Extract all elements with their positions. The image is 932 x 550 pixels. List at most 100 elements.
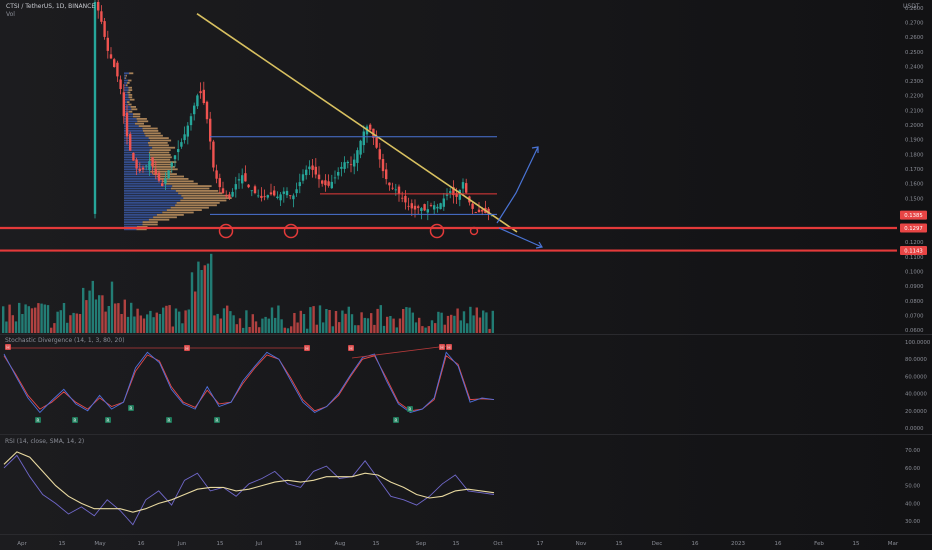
profile-bar (136, 228, 147, 231)
time-axis-label: Sep (416, 541, 427, 547)
volume-bar (82, 287, 85, 333)
candle-body (420, 208, 423, 211)
profile-bar (127, 91, 131, 94)
hidden-divergence-marker (5, 344, 11, 350)
candle-body (154, 169, 157, 175)
volume-bar (456, 308, 459, 333)
volume-bar (219, 318, 222, 333)
candle-body (289, 195, 292, 197)
volume-bar (232, 315, 235, 333)
volume-bar (210, 253, 213, 333)
price-tick-label: 0.0700 (905, 313, 924, 319)
candle-body (196, 95, 199, 107)
candle-body (375, 137, 378, 148)
volume-bar (5, 321, 8, 333)
regular-divergence-marker (214, 417, 220, 423)
price-tick-label: 0.1000 (905, 269, 924, 275)
drawings[interactable] (0, 13, 897, 252)
stoch-legend[interactable]: Stochastic Divergence (14, 1, 3, 80, 20) (5, 337, 125, 344)
candle-body (225, 195, 228, 197)
volume-bar (462, 311, 466, 333)
candle-body (157, 172, 161, 181)
profile-bar (157, 175, 184, 178)
time-axis-label: 18 (295, 541, 302, 547)
regular-divergence-marker (166, 417, 172, 423)
volume-bar (133, 316, 136, 333)
volume-bar (174, 308, 178, 333)
candle-body (138, 168, 141, 171)
support-touch-circle (469, 226, 479, 236)
candle-body (279, 194, 282, 201)
time-axis-label: 2023 (731, 541, 745, 547)
candle-body (333, 177, 337, 179)
volume-bar (299, 310, 302, 333)
volume-bar (325, 309, 328, 333)
profile-bar (148, 144, 169, 147)
stoch-tick-label: 40.0000 (905, 392, 928, 398)
profile-bar (124, 149, 150, 151)
volume-bar (155, 312, 158, 333)
volume-bar (427, 326, 430, 333)
hidden-divergence-marker (446, 344, 452, 350)
profile-bar (128, 96, 133, 99)
candle-body (327, 181, 330, 186)
candle-body (388, 182, 391, 186)
profile-bar (152, 166, 175, 168)
profile-bar (124, 228, 137, 231)
profile-bar (124, 146, 153, 149)
volume-bar (472, 315, 475, 333)
profile-bar (124, 108, 132, 111)
volume-bar (11, 315, 14, 333)
candle-body (193, 105, 196, 115)
volume-bar (331, 326, 334, 333)
profile-bar (172, 185, 212, 187)
symbol-legend[interactable]: CTSI / TetherUS, 1D, BINANCE (6, 3, 95, 10)
volume-bar (434, 323, 437, 333)
candle-body (253, 186, 257, 194)
volume-bar (414, 322, 418, 333)
profile-bar (175, 204, 217, 207)
volume-bar (216, 313, 219, 333)
profile-bar (145, 134, 163, 137)
volume-bar (126, 316, 130, 333)
volume-bar (187, 309, 190, 333)
candle-body (231, 191, 234, 197)
time-axis-label: 16 (775, 541, 782, 547)
stoch-title: Stochastic Divergence (14, 1, 3, 80, 20) (5, 337, 125, 344)
candle-body (215, 170, 218, 179)
candle-body (445, 194, 449, 196)
time-axis-label: Jul (255, 541, 263, 547)
support-price-tag-2-bg (900, 246, 927, 255)
profile-bar (124, 120, 138, 123)
profile-bar (148, 151, 170, 154)
price-tick-label: 0.1800 (905, 152, 924, 158)
time-axis-label: Feb (814, 541, 824, 547)
volume-bar (338, 322, 341, 333)
volume-bar (37, 303, 40, 333)
candle-body (103, 21, 106, 37)
candle-body (401, 197, 404, 199)
profile-bar (124, 151, 149, 154)
volume-bar (328, 310, 331, 333)
volume-bar (85, 300, 88, 333)
candle-body (221, 188, 225, 194)
time-axis-label: 15 (853, 541, 860, 547)
rsi-legend[interactable]: RSI (14, close, SMA, 14, 2) (5, 438, 84, 445)
candle-body (362, 131, 365, 146)
price-tick-label: 0.0900 (905, 284, 924, 290)
volume-bar (101, 295, 104, 333)
candle-body (263, 196, 266, 198)
profile-bar (124, 185, 173, 187)
hidden-divergence-label: H (349, 346, 352, 352)
volume-legend[interactable]: Vol (6, 11, 15, 18)
candle-body (378, 149, 381, 160)
candle-body (391, 187, 394, 189)
volume-bar (395, 327, 398, 333)
stoch-tick-label: 0.0000 (905, 426, 924, 432)
profile-bar (135, 122, 144, 125)
profile-bar (149, 149, 171, 151)
volume-bar (27, 306, 30, 333)
candle-body (113, 59, 116, 67)
volume-bar (107, 306, 110, 333)
